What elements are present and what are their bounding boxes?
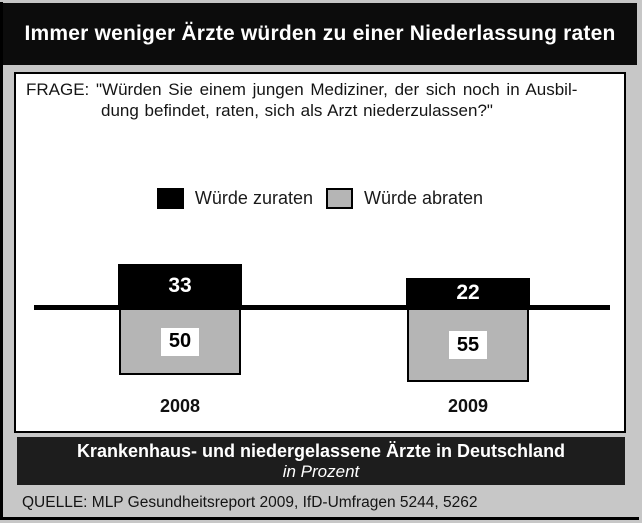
page-title: Immer weniger Ärzte würden zu einer Nied… bbox=[3, 3, 637, 65]
bar-value-zuraten-2009: 22 bbox=[456, 280, 480, 304]
footer-banner-line1: Krankenhaus- und niedergelassene Ärzte i… bbox=[76, 441, 566, 461]
category-label-2008: 2008 bbox=[159, 396, 201, 416]
survey-question: FRAGE: "Würden Sie einem jungen Medizine… bbox=[26, 79, 598, 121]
chart-plot: 33 50 2008 22 55 2009 bbox=[16, 74, 624, 431]
legend: Würde zuraten Würde abraten bbox=[16, 188, 624, 209]
footer-banner: Krankenhaus- und niedergelassene Ärzte i… bbox=[17, 437, 625, 485]
bar-abraten-2008: 50 bbox=[119, 310, 241, 375]
category-label-2009: 2009 bbox=[447, 396, 489, 416]
outer-frame-bottom bbox=[0, 517, 639, 520]
survey-question-line1: FRAGE: "Würden Sie einem jungen Medizine… bbox=[26, 80, 578, 99]
bar-value-abraten-2008: 50 bbox=[161, 327, 199, 356]
bar-zuraten-2008: 33 bbox=[118, 264, 242, 307]
baseline-axis bbox=[34, 305, 610, 310]
legend-label-zuraten: Würde zuraten bbox=[194, 188, 313, 208]
bar-abraten-2009: 55 bbox=[407, 310, 529, 382]
chart-panel: FRAGE: "Würden Sie einem jungen Medizine… bbox=[14, 72, 626, 433]
survey-question-line2: dung befindet, raten, sich als Arzt nied… bbox=[101, 101, 493, 120]
page-title-text: Immer weniger Ärzte würden zu einer Nied… bbox=[24, 22, 616, 45]
legend-swatch-zuraten bbox=[156, 188, 184, 209]
legend-item-abraten: Würde abraten bbox=[325, 188, 484, 209]
bar-zuraten-2009: 22 bbox=[406, 278, 530, 307]
legend-swatch-abraten bbox=[325, 188, 353, 209]
legend-item-zuraten: Würde zuraten bbox=[156, 188, 313, 209]
footer-banner-line2: in Prozent bbox=[282, 462, 360, 481]
source-note: QUELLE: MLP Gesundheitsreport 2009, IfD-… bbox=[22, 494, 478, 511]
bar-value-zuraten-2008: 33 bbox=[168, 273, 192, 297]
bar-value-abraten-2009: 55 bbox=[449, 331, 487, 359]
legend-label-abraten: Würde abraten bbox=[363, 188, 484, 208]
outer-frame-left bbox=[0, 2, 3, 519]
